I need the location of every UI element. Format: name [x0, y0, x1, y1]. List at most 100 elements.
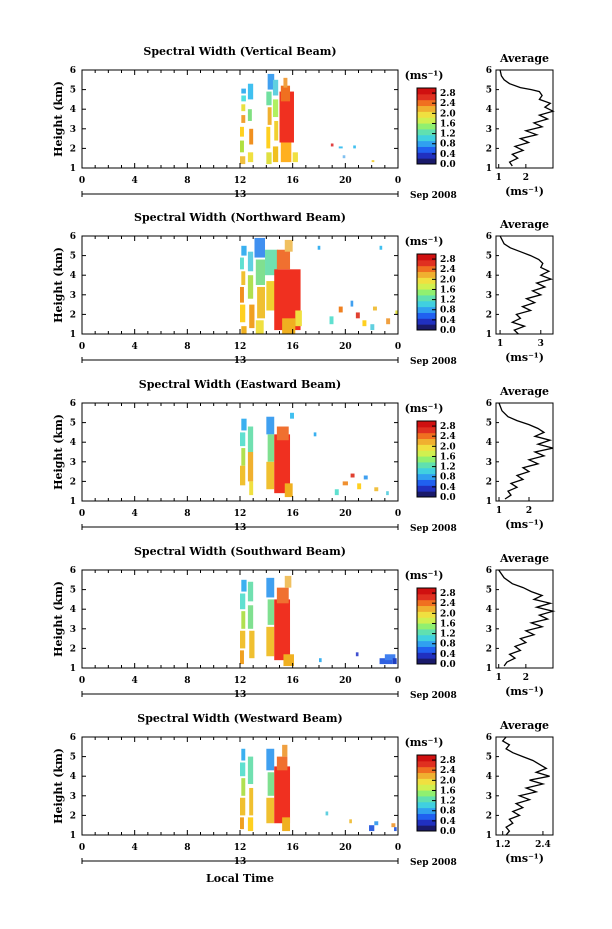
colorbar-segment — [417, 99, 436, 107]
heatmap-cell — [284, 575, 292, 588]
heatmap-cell — [240, 630, 246, 649]
heatmap-cell — [247, 251, 254, 272]
colorbar-tick-label: 0.4 — [440, 316, 456, 326]
colorbar-segment — [417, 491, 436, 498]
heatmap-cell — [338, 146, 343, 149]
colorbar-tick-label: 2.8 — [440, 589, 456, 599]
colorbar-tick-label: 2.8 — [440, 422, 456, 432]
date-day-label: 13 — [234, 857, 247, 867]
y-tick-label: 4 — [70, 772, 76, 782]
colorbar-segment — [417, 485, 436, 492]
colorbar-unit: (ms⁻¹) — [405, 69, 444, 82]
colorbar-tick-label: 1.6 — [440, 119, 456, 129]
profile-title: Average — [499, 52, 549, 65]
colorbar-tick-label: 0.4 — [440, 817, 456, 827]
heatmap-cell — [241, 778, 246, 796]
y-tick-label: 2 — [70, 477, 76, 487]
colorbar-segment — [417, 819, 436, 826]
profile-y-tick-label: 6 — [486, 566, 492, 576]
colorbar-segment — [417, 646, 436, 653]
colorbar-tick-label: 2.4 — [440, 99, 456, 109]
y-tick-label: 1 — [70, 664, 76, 674]
colorbar-tick-label: 1.2 — [440, 797, 456, 807]
y-tick-label: 6 — [70, 399, 76, 409]
heatmap-cell — [241, 104, 246, 112]
y-tick-label: 4 — [70, 271, 76, 281]
heatmap-cell — [349, 819, 352, 824]
heatmap-cell — [283, 654, 294, 667]
profile-y-tick-label: 3 — [486, 625, 492, 635]
colorbar-tick-label: 2.8 — [440, 756, 456, 766]
colorbar-segment — [417, 611, 436, 618]
profile-y-tick-label: 2 — [486, 811, 492, 821]
profile-x-tick-label: 2 — [523, 673, 529, 683]
colorbar-segment — [417, 658, 436, 665]
x-tick-label: 12 — [234, 676, 247, 686]
heatmap-cell — [313, 432, 317, 437]
heatmap-cell — [240, 465, 246, 486]
heatmap-cell — [355, 312, 360, 319]
chart-title: Spectral Width (Eastward Beam) — [139, 378, 341, 391]
colorbar-segment — [417, 778, 436, 785]
colorbar-unit: (ms⁻¹) — [405, 235, 444, 248]
profile-x-axis-label: (ms⁻¹) — [505, 852, 544, 865]
y-tick-label: 2 — [70, 144, 76, 154]
heatmap-cell — [374, 487, 379, 492]
profile-x-tick-label: 2 — [523, 173, 529, 183]
colorbar-frame — [416, 420, 437, 498]
y-axis-label: Height (km) — [52, 414, 65, 490]
heatmap-cell — [241, 95, 246, 102]
heatmap-cell — [241, 271, 246, 285]
colorbar-segment — [417, 259, 436, 267]
colorbar-segment — [417, 300, 436, 308]
profile-y-tick-label: 4 — [486, 605, 492, 615]
heatmap-cell — [357, 483, 362, 490]
colorbar-segment — [417, 152, 436, 159]
colorbar-segment — [417, 134, 436, 142]
x-tick-label: 20 — [339, 342, 352, 352]
y-tick-label: 3 — [70, 125, 76, 135]
heatmap-cell — [363, 475, 368, 480]
colorbar-segment — [417, 473, 436, 480]
heatmap-cell — [276, 249, 291, 270]
colorbar-segment — [417, 105, 436, 112]
y-axis-label: Height (km) — [52, 81, 65, 157]
profile-frame — [495, 569, 554, 669]
profile-y-tick-label: 5 — [486, 753, 492, 763]
x-tick-label: 20 — [339, 176, 352, 186]
heatmap-cell — [240, 762, 246, 777]
x-tick-label: 8 — [184, 176, 190, 186]
profile-line — [498, 569, 556, 667]
colorbar-tick-label: 0.8 — [440, 473, 456, 483]
colorbar-segment — [417, 617, 436, 624]
heatmap-cell — [247, 83, 254, 100]
heatmap-cell — [276, 587, 289, 604]
colorbar-segment — [417, 111, 436, 118]
profile-y-tick-label: 3 — [486, 458, 492, 468]
colorbar-segment — [417, 265, 436, 273]
x-tick-label: 16 — [286, 176, 299, 186]
x-tick-label: 8 — [184, 676, 190, 686]
colorbar-segment — [417, 461, 436, 469]
colorbar-unit: (ms⁻¹) — [405, 402, 444, 415]
y-tick-label: 2 — [70, 644, 76, 654]
heatmap-cell — [249, 787, 254, 816]
colorbar-tick-label: 0.0 — [440, 660, 456, 670]
heatmap-cell — [266, 126, 271, 149]
profile-x-tick-label: 3 — [538, 339, 544, 349]
heatmap-cell — [247, 109, 252, 121]
heatmap-cell — [369, 825, 375, 832]
heatmap-cell — [295, 310, 302, 327]
colorbar-segment — [417, 456, 436, 463]
x-tick-label: 20 — [339, 843, 352, 853]
date-label: Sep 2008 — [410, 191, 457, 201]
profile-y-tick-label: 1 — [486, 664, 492, 674]
profile-frame — [495, 736, 554, 836]
heatmap-cell — [241, 579, 247, 592]
colorbar-tick-label: 0.8 — [440, 807, 456, 817]
colorbar-segment — [417, 294, 436, 302]
x-tick-label: 0 — [79, 843, 85, 853]
colorbar-unit: (ms⁻¹) — [405, 736, 444, 749]
colorbar-segment — [417, 795, 436, 803]
heatmap-cell — [276, 756, 288, 771]
